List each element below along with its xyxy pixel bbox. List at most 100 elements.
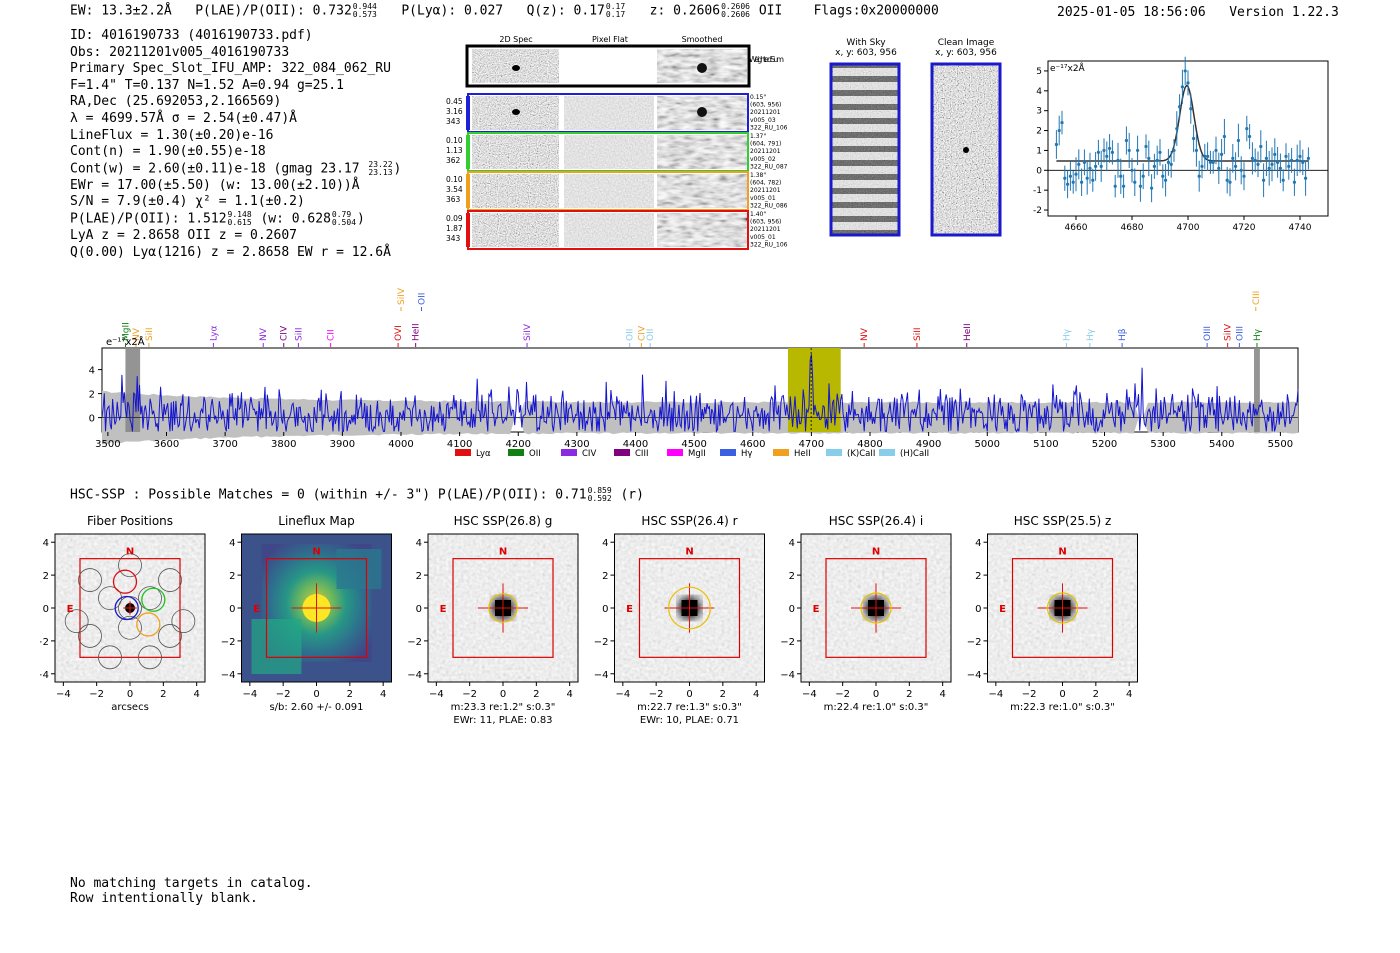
zoom-point [1108, 146, 1112, 151]
full-xtick-label: 5200 [1092, 439, 1117, 450]
cutout-row-right-value: 322_RU_086 [750, 202, 788, 209]
info-contw-hi: 23.22 [368, 159, 393, 169]
line-label: CIII [1252, 291, 1262, 305]
legend-swatch [508, 449, 524, 456]
zoom-point [1085, 176, 1089, 180]
with-sky-title: With Sky x, y: 603, 956 [832, 38, 900, 58]
zoom-point [1284, 154, 1288, 158]
hsc-title-text: HSC-SSP : Possible Matches = 0 (within +… [70, 487, 587, 503]
zoom-xtick-label: 4700 [1177, 223, 1200, 233]
cutout-row-right-value: 322_RU_106 [750, 124, 788, 131]
compass-east: E [67, 604, 74, 615]
zoom-point [1194, 148, 1198, 153]
hsc-ytick-label: −2 [221, 637, 236, 648]
hsc-ytick-label: 4 [789, 538, 795, 549]
info-lambda: λ = 4699.57Å σ = 2.54(±0.47)Å [70, 110, 297, 126]
full-xtick-label: 3900 [330, 439, 355, 450]
full-xtick-label: 3700 [212, 439, 237, 450]
hsc-ytick-label: 0 [416, 604, 422, 615]
line-label: OIII [1235, 326, 1245, 341]
zoom-ytick-label: 1 [1036, 146, 1042, 156]
cutout-smoothed [657, 213, 747, 247]
fiber-green [141, 587, 166, 612]
zoom-point [1214, 148, 1218, 153]
cutout-row-left-value: 362 [446, 156, 461, 165]
zoom-point [1169, 162, 1173, 166]
cutout-row-right-value: 20211201 [750, 226, 781, 233]
compass-east: E [813, 604, 820, 615]
line-label: OII [646, 329, 656, 341]
hsc-ytick-label: −2 [407, 637, 422, 648]
header-plae-lo: 0.573 [352, 10, 377, 19]
fiber-circle [78, 624, 102, 648]
hsc-search-box [265, 558, 368, 658]
line-label: MgII [122, 322, 132, 341]
hsc-subtitle: m:22.4 re:1.0" s:0.3" [824, 702, 929, 713]
info-fwhm: F=1.4" T=0.137 N=1.52 A=0.94 g=25.1 [70, 77, 344, 93]
legend-swatch [667, 449, 683, 456]
cutout-header-smoothed: Smoothed [682, 35, 723, 44]
zoom-point [1071, 180, 1075, 184]
hsc-aperture-ring [488, 593, 518, 623]
zoom-point [1130, 168, 1134, 172]
zoom-point [1211, 160, 1215, 164]
hsc-search-box [79, 558, 181, 658]
zoom-point [1206, 154, 1210, 158]
zoom-point [1175, 126, 1179, 131]
lineflux-map-patch [336, 549, 382, 589]
zoom-point [1164, 178, 1168, 182]
hsc-search-box [638, 558, 741, 658]
hsc-panel-title: Lineflux Map [278, 514, 354, 528]
zoom-point [1074, 172, 1078, 176]
cutout-row-left-value: 343 [446, 234, 461, 243]
hsc-ytick-label: 2 [975, 571, 981, 582]
full-xtick-label: 4000 [388, 439, 413, 450]
hsc-title: HSC-SSP : Possible Matches = 0 (within +… [70, 487, 644, 503]
hsc-ytick-label: 0 [789, 604, 795, 615]
zoom-point [1155, 158, 1159, 162]
hsc-ytick-label: 0 [43, 604, 49, 615]
zoom-point [1256, 162, 1260, 166]
cutout-2dspec [472, 135, 559, 169]
info-contw-lo: 23.13 [368, 167, 393, 177]
detection-info: ID: 4016190733 (4016190733.pdf) Obs: 202… [70, 28, 401, 261]
lineflux-map-patch [251, 619, 302, 674]
zoom-point [1234, 164, 1238, 168]
hsc-ytick-label: 0 [229, 604, 235, 615]
hsc-title-end: (r) [620, 487, 644, 503]
hsc-xtick-label: 0 [500, 689, 506, 700]
zoom-point [1250, 156, 1254, 160]
zoom-point [1088, 166, 1092, 170]
header-bar: EW: 13.3±2.2Å P(LAE)/P(OII): 0.732 0.944 0… [70, 3, 939, 19]
with-sky-frame [829, 62, 901, 237]
zoom-ytick-label: 0 [1036, 166, 1042, 176]
hsc-ytick-label: −4 [221, 670, 236, 681]
hsc-panel-title: Fiber Positions [87, 514, 173, 528]
zoom-point [1102, 148, 1106, 153]
info-ewr: EWr = 17.00(±5.50) (w: 13.00(±2.10))Å [70, 177, 360, 193]
full-xtick-label: 5100 [1033, 439, 1058, 450]
hsc-subtitle-2: EWr: 10, PLAE: 0.71 [640, 715, 739, 725]
info-contw-end: ) [393, 161, 402, 177]
sky-panels [829, 62, 1002, 237]
zoom-point [1264, 156, 1268, 160]
hsc-panels: Fiber Positions N E −4 −4 −2 −2 0 0 2 2 4 4 arcsecs Li… [40, 514, 1138, 725]
fiber-blue [114, 595, 139, 621]
header-qz-lo: 0.17 [605, 10, 626, 19]
cutout-row-left-value: 3.54 [446, 185, 463, 194]
zoom-point [1133, 180, 1137, 184]
zoom-point [1287, 164, 1291, 168]
cutouts-panel: 2D Spec Pixel Flat Smoothed Weighted Sum… [446, 35, 788, 250]
legend-swatch [455, 449, 471, 456]
fiber-circle [158, 568, 182, 592]
zoom-ytick-label: 2 [1036, 127, 1042, 137]
zoom-point [1066, 182, 1070, 186]
hsc-panel-title: HSC SSP(26.4) i [829, 514, 924, 528]
info-id: ID: 4016190733 (4016190733.pdf) [70, 28, 313, 43]
hsc-ytick-label: −4 [594, 670, 609, 681]
zoom-spectrum-chart: e⁻¹⁷x2Å 4660 4680 4700 4720 4740 -2 -1 0 1 2 3 4 5 [1033, 56, 1329, 233]
hsc-ytick-label: 4 [43, 538, 49, 549]
hsc-ytick-label: −2 [780, 637, 795, 648]
zoom-point [1150, 186, 1154, 190]
fiber-circle [118, 553, 142, 578]
